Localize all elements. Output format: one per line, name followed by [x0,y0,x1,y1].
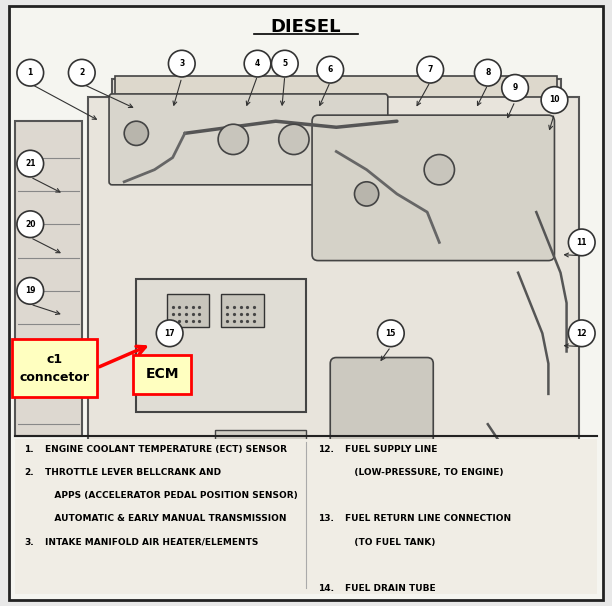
Text: 13.: 13. [318,514,334,524]
Circle shape [502,75,528,101]
Text: (LOW-PRESSURE, TO ENGINE): (LOW-PRESSURE, TO ENGINE) [345,468,504,478]
Text: DIESEL: DIESEL [271,18,341,36]
Text: 21: 21 [25,159,35,168]
Text: 3.: 3. [24,538,34,547]
Text: FUEL SUPPLY LINE: FUEL SUPPLY LINE [345,445,438,454]
Circle shape [317,56,343,83]
Text: 5: 5 [282,59,288,68]
Text: 12: 12 [577,329,587,338]
FancyBboxPatch shape [15,439,597,594]
Text: 3: 3 [179,59,184,68]
FancyBboxPatch shape [166,294,209,327]
Circle shape [17,278,43,304]
Circle shape [378,320,404,347]
Text: 4: 4 [255,59,260,68]
Text: 14.: 14. [318,584,334,593]
Text: 2: 2 [79,68,84,77]
Text: FUEL RETURN LINE CONNECTION: FUEL RETURN LINE CONNECTION [345,514,512,524]
Circle shape [569,229,595,256]
Circle shape [17,150,43,177]
Text: FUEL DRAIN TUBE: FUEL DRAIN TUBE [345,584,436,593]
FancyBboxPatch shape [9,6,603,600]
Circle shape [272,50,298,77]
Text: THROTTLE LEVER BELLCRANK AND: THROTTLE LEVER BELLCRANK AND [45,468,222,478]
FancyBboxPatch shape [109,94,388,185]
Circle shape [278,124,309,155]
Circle shape [168,50,195,77]
Polygon shape [88,79,579,503]
FancyBboxPatch shape [215,430,306,503]
Text: APPS (ACCELERATOR PEDAL POSITION SENSOR): APPS (ACCELERATOR PEDAL POSITION SENSOR) [45,491,298,501]
Circle shape [569,320,595,347]
Circle shape [541,87,568,113]
Circle shape [69,59,95,86]
Circle shape [17,211,43,238]
Text: c1
conncetor: c1 conncetor [20,353,89,384]
FancyBboxPatch shape [136,279,306,412]
Text: 2.: 2. [24,468,34,478]
Text: 11: 11 [577,238,587,247]
Text: 6: 6 [327,65,333,74]
Text: 7: 7 [428,65,433,74]
Circle shape [17,368,43,395]
Circle shape [417,56,444,83]
Text: 15: 15 [386,329,396,338]
FancyBboxPatch shape [221,294,264,327]
Text: 1: 1 [28,68,33,77]
Circle shape [218,124,248,155]
Circle shape [354,182,379,206]
Text: 19: 19 [25,287,35,295]
Circle shape [244,50,271,77]
FancyBboxPatch shape [330,358,433,491]
Text: 12.: 12. [318,445,334,454]
Text: ENGINE COOLANT TEMPERATURE (ECT) SENSOR: ENGINE COOLANT TEMPERATURE (ECT) SENSOR [45,445,288,454]
Text: 20: 20 [25,220,35,228]
Text: 18: 18 [25,378,35,386]
Text: 8: 8 [485,68,490,77]
Text: AUTOMATIC & EARLY MANUAL TRANSMISSION: AUTOMATIC & EARLY MANUAL TRANSMISSION [45,514,287,524]
Text: INTAKE MANIFOLD AIR HEATER/ELEMENTS: INTAKE MANIFOLD AIR HEATER/ELEMENTS [45,538,259,547]
Circle shape [17,59,43,86]
Text: 17: 17 [165,329,175,338]
Circle shape [124,121,149,145]
Text: 10: 10 [549,96,560,104]
Polygon shape [115,76,558,97]
FancyBboxPatch shape [133,355,191,394]
FancyBboxPatch shape [12,339,97,397]
FancyBboxPatch shape [312,115,554,261]
Text: 9: 9 [512,84,518,92]
Text: ECM: ECM [145,367,179,381]
Circle shape [156,320,183,347]
Circle shape [424,155,455,185]
Circle shape [474,59,501,86]
Text: (TO FUEL TANK): (TO FUEL TANK) [345,538,436,547]
FancyBboxPatch shape [15,121,82,436]
Text: 1.: 1. [24,445,34,454]
